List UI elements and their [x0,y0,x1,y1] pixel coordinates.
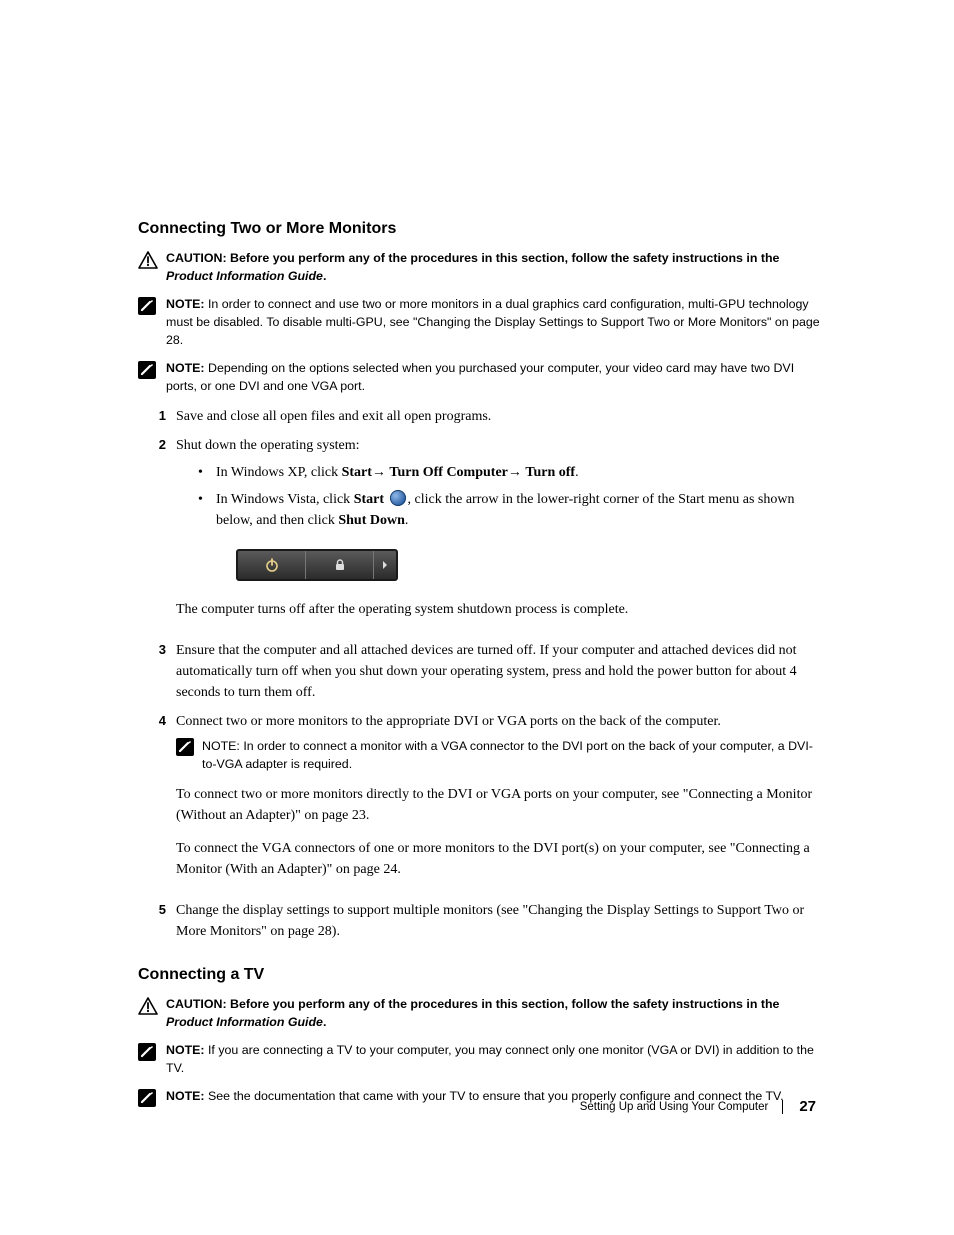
caution-label: CAUTION: [166,251,227,265]
shutdown-buttons-graphic [236,549,398,581]
caution-text-before: Before you perform any of the procedures… [227,997,780,1011]
bullet-xp: • In Windows XP, click Start→ Turn Off C… [198,462,824,483]
arrow-segment [374,551,396,579]
page-footer: Setting Up and Using Your Computer 27 [580,1098,816,1115]
caution-text-after: . [323,1015,326,1029]
footer-separator [782,1100,783,1114]
step-number: 2 [138,435,176,455]
step-5: 5 Change the display settings to support… [138,900,824,942]
start-orb-icon [390,490,406,506]
note-icon [138,360,166,379]
note-label: NOTE: [166,361,205,375]
lock-segment [306,551,374,579]
caution-text-italic: Product Information Guide [166,269,323,283]
caution-text-after: . [323,269,326,283]
caution-callout-2: CAUTION: Before you perform any of the p… [138,996,824,1032]
caution-text: CAUTION: Before you perform any of the p… [166,250,824,286]
step-number: 5 [138,900,176,920]
caution-text: CAUTION: Before you perform any of the p… [166,996,824,1032]
note-icon [176,738,202,763]
note-text: If you are connecting a TV to your compu… [166,1043,814,1075]
note-label: NOTE: [166,1089,205,1103]
note-body: NOTE: Depending on the options selected … [166,360,824,396]
step-4-para-2: To connect the VGA connectors of one or … [176,838,824,880]
note-label: NOTE: [166,1043,205,1057]
page-number: 27 [799,1098,816,1115]
bullet-text: In Windows XP, click Start→ Turn Off Com… [216,462,824,483]
bullet-dot: • [198,462,216,483]
power-segment [238,551,306,579]
step-number: 1 [138,406,176,426]
note-label: NOTE: [166,297,205,311]
step-2-intro: Shut down the operating system: [176,438,360,453]
note-text: In order to connect and use two or more … [166,297,820,347]
note-icon [138,1088,166,1107]
note-icon [138,1042,166,1061]
heading-connecting-monitors: Connecting Two or More Monitors [138,220,824,238]
note-body: NOTE: If you are connecting a TV to your… [166,1042,824,1078]
bullet-text: In Windows Vista, click Start , click th… [216,489,824,531]
step-text: Save and close all open files and exit a… [176,406,824,427]
nested-note: NOTE: In order to connect a monitor with… [176,738,824,774]
footer-section: Setting Up and Using Your Computer [580,1101,769,1113]
note-text: In order to connect a monitor with a VGA… [202,739,813,771]
caution-callout: CAUTION: Before you perform any of the p… [138,250,824,286]
note-tv-1: NOTE: If you are connecting a TV to your… [138,1042,824,1078]
bullet-list: • In Windows XP, click Start→ Turn Off C… [198,462,824,531]
step-text: Connect two or more monitors to the appr… [176,711,824,892]
step-1: 1 Save and close all open files and exit… [138,406,824,427]
caution-icon [138,996,166,1015]
note-callout-1: NOTE: In order to connect and use two or… [138,296,824,350]
caution-text-italic: Product Information Guide [166,1015,323,1029]
note-callout-2: NOTE: Depending on the options selected … [138,360,824,396]
step-4-intro: Connect two or more monitors to the appr… [176,714,721,729]
bullet-vista: • In Windows Vista, click Start , click … [198,489,824,531]
caution-label: CAUTION: [166,997,227,1011]
caution-icon [138,250,166,269]
step-4: 4 Connect two or more monitors to the ap… [138,711,824,892]
note-body: NOTE: In order to connect a monitor with… [202,738,824,774]
step-4-para-1: To connect two or more monitors directly… [176,784,824,826]
step-2: 2 Shut down the operating system: • In W… [138,435,824,632]
note-text: Depending on the options selected when y… [166,361,794,393]
step-text: Change the display settings to support m… [176,900,824,942]
heading-connecting-tv: Connecting a TV [138,966,824,984]
note-label: NOTE: [202,739,240,753]
step-2-after: The computer turns off after the operati… [176,599,824,620]
caution-text-before: Before you perform any of the procedures… [227,251,780,265]
step-text: Shut down the operating system: • In Win… [176,435,824,632]
document-page: Connecting Two or More Monitors CAUTION:… [0,0,954,1235]
step-3: 3 Ensure that the computer and all attac… [138,640,824,703]
step-number: 3 [138,640,176,660]
note-icon [138,296,166,315]
step-text: Ensure that the computer and all attache… [176,640,824,703]
note-body: NOTE: In order to connect and use two or… [166,296,824,350]
bullet-dot: • [198,489,216,531]
step-number: 4 [138,711,176,731]
